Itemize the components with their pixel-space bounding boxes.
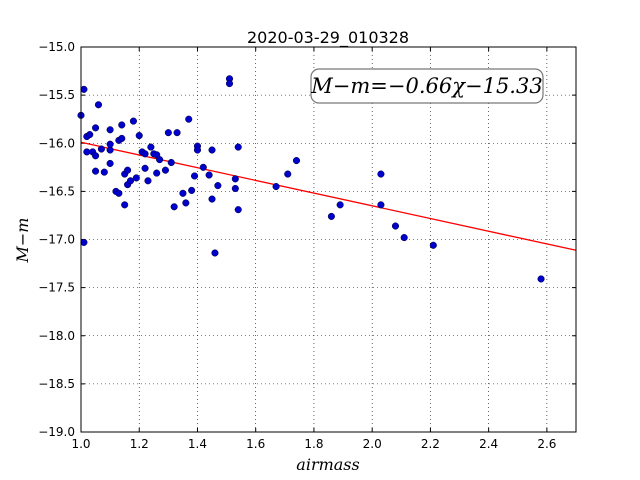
- data-point: [231, 184, 239, 193]
- x-tick-label: 1.4: [188, 437, 207, 451]
- data-point: [292, 157, 301, 165]
- data-point: [126, 177, 135, 185]
- y-tick-label: −19.0: [38, 425, 75, 439]
- y-tick-label: −16.5: [38, 184, 75, 198]
- data-point: [214, 182, 222, 190]
- plot-frame: [80, 46, 577, 433]
- x-tick-label: 1.6: [246, 437, 265, 451]
- data-point: [92, 167, 100, 175]
- data-point: [86, 131, 94, 139]
- data-point: [199, 163, 207, 171]
- data-point: [272, 183, 280, 191]
- data-point: [179, 189, 187, 197]
- data-point: [391, 222, 400, 230]
- data-point: [225, 80, 234, 88]
- data-point: [106, 140, 114, 148]
- data-point: [132, 174, 140, 182]
- data-point: [208, 146, 216, 154]
- data-point: [129, 117, 137, 125]
- data-point: [377, 170, 385, 178]
- fit-line: [80, 141, 577, 251]
- data-point: [185, 115, 193, 123]
- annotation-text: M−m=−0.66χ−15.33: [310, 74, 542, 98]
- y-tick-labels: −15.0 −15.5 −16.0 −16.5 −17.0 −17.5 −18.0 −18.5…: [38, 40, 75, 439]
- data-point: [106, 126, 114, 134]
- data-point: [135, 132, 143, 140]
- data-point: [400, 234, 408, 242]
- data-point: [100, 168, 108, 176]
- data-point: [121, 201, 129, 209]
- data-point: [141, 164, 149, 172]
- data-point: [118, 121, 126, 129]
- x-axis-label: airmass: [296, 455, 359, 474]
- data-point: [182, 199, 190, 207]
- data-point: [377, 201, 385, 209]
- y-axis-label: M−m: [13, 218, 32, 264]
- y-tick-label: −17.0: [38, 233, 75, 247]
- data-point: [208, 195, 216, 203]
- data-point: [191, 172, 199, 180]
- data-point: [106, 159, 114, 168]
- data-point: [537, 275, 545, 283]
- data-point: [336, 201, 344, 209]
- data-point: [161, 166, 169, 174]
- data-point: [144, 177, 152, 185]
- data-point: [118, 134, 126, 142]
- annotation-box: [310, 68, 544, 104]
- data-point: [156, 156, 164, 164]
- data-point: [188, 186, 196, 194]
- data-point: [327, 212, 335, 220]
- data-point: [173, 129, 181, 137]
- data-point: [167, 158, 175, 167]
- x-tick-label: 1.0: [71, 437, 90, 451]
- y-tick-label: −15.0: [38, 40, 75, 54]
- data-point: [170, 203, 178, 211]
- y-tick-label: −17.5: [38, 281, 75, 295]
- x-tick-label: 1.8: [304, 437, 323, 451]
- data-point: [97, 145, 105, 153]
- x-tick-label: 1.2: [130, 437, 149, 451]
- x-tick-label: 2.0: [363, 437, 382, 451]
- x-tick-labels: 1.0 1.2 1.4 1.6 1.8 2.0 2.2 2.4 2.6: [71, 437, 556, 451]
- data-point: [284, 170, 292, 178]
- data-point: [234, 143, 242, 151]
- data-point: [92, 124, 100, 132]
- grid-lines: [80, 46, 576, 433]
- data-point: [80, 238, 88, 246]
- x-tick-label: 2.6: [537, 437, 556, 451]
- data-point: [193, 146, 202, 154]
- data-point: [94, 101, 103, 109]
- data-point: [80, 85, 88, 93]
- data-point: [211, 249, 219, 257]
- data-point: [124, 166, 132, 174]
- chart-title: 2020-03-29_010328: [247, 28, 409, 48]
- y-tick-label: −18.5: [38, 377, 75, 391]
- data-point: [115, 189, 123, 197]
- data-point: [147, 143, 155, 151]
- y-tick-label: −18.0: [38, 329, 75, 343]
- data-point: [164, 129, 172, 137]
- y-tick-label: −16.0: [38, 136, 75, 150]
- x-tick-label: 2.2: [421, 437, 440, 451]
- data-point: [234, 206, 242, 214]
- data-points: [77, 75, 545, 283]
- data-point: [205, 171, 213, 179]
- fit-annotation: M−m=−0.66χ−15.33: [310, 68, 544, 104]
- data-point: [429, 241, 437, 249]
- x-tick-label: 2.4: [479, 437, 498, 451]
- data-point: [141, 150, 149, 158]
- data-point: [92, 152, 100, 160]
- y-tick-label: −15.5: [38, 88, 75, 102]
- fit-line-group: [80, 141, 577, 251]
- data-point: [231, 175, 239, 183]
- data-point: [153, 169, 161, 177]
